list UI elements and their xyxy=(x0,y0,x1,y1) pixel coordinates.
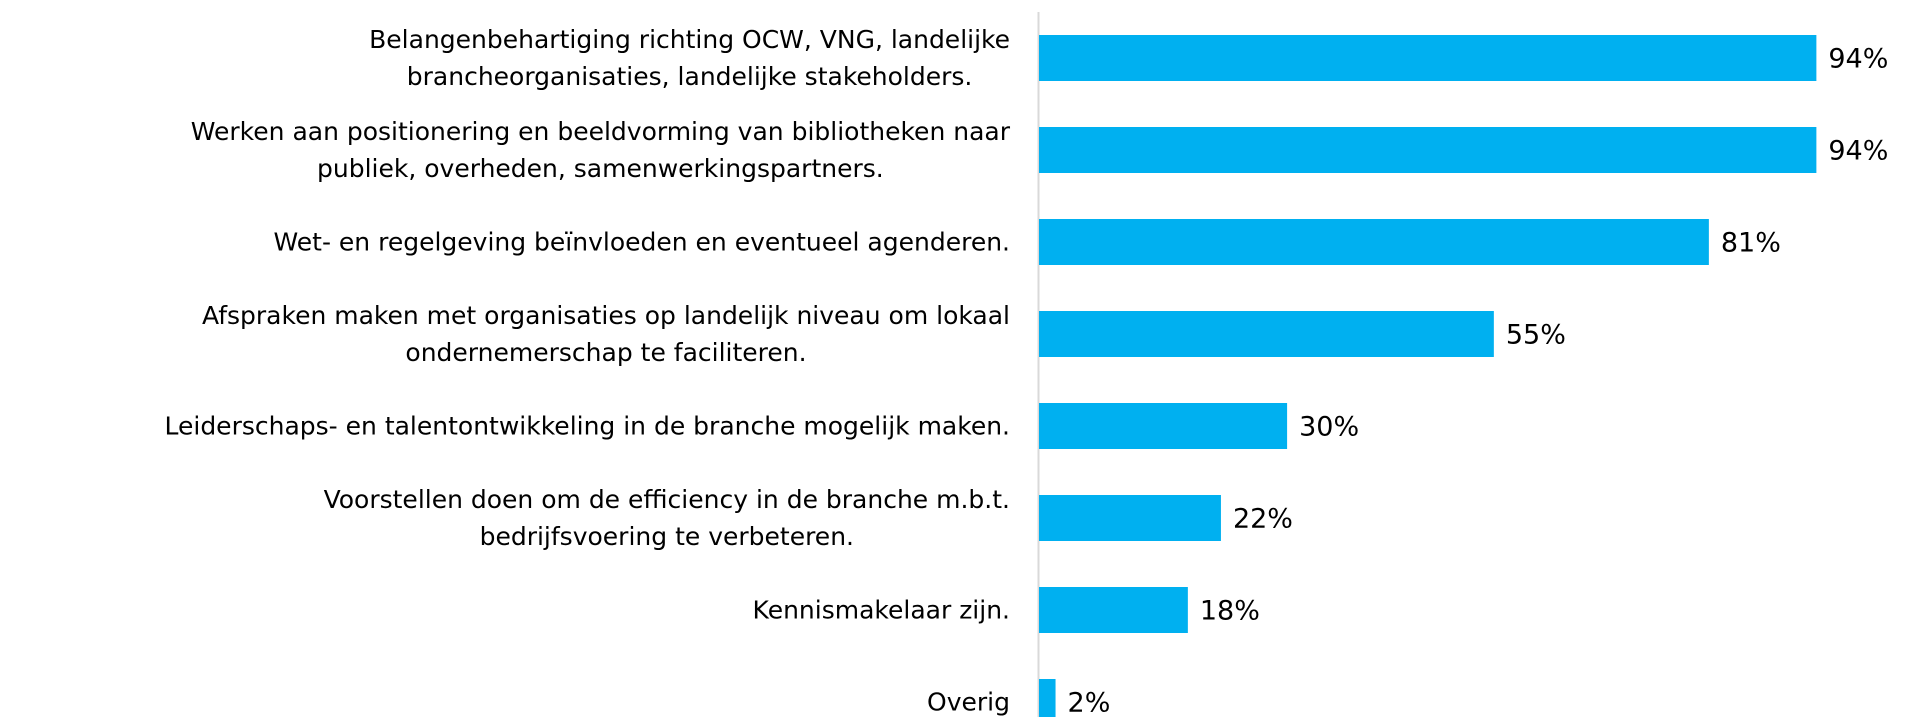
category-label: Belangenbehartiging richting OCW, VNG, l… xyxy=(369,25,1010,91)
value-label: 55% xyxy=(1506,320,1566,351)
bar xyxy=(1039,35,1817,81)
value-label: 81% xyxy=(1721,228,1781,259)
value-label: 30% xyxy=(1299,412,1359,443)
value-label: 22% xyxy=(1233,504,1293,535)
category-label: Werken aan positionering en beeldvorming… xyxy=(190,117,1010,183)
category-label: Afspraken maken met organisaties op land… xyxy=(201,301,1010,367)
bar xyxy=(1039,679,1056,717)
bar xyxy=(1039,219,1709,265)
category-label: Overig xyxy=(927,687,1010,717)
value-label: 18% xyxy=(1200,596,1260,627)
category-label: Kennismakelaar zijn. xyxy=(752,595,1010,625)
value-label: 2% xyxy=(1068,688,1111,718)
bar xyxy=(1039,587,1188,633)
category-label: Voorstellen doen om de efficiency in de … xyxy=(323,485,1010,551)
bar xyxy=(1039,127,1817,173)
bar xyxy=(1039,403,1288,449)
bar xyxy=(1039,495,1221,541)
value-label: 94% xyxy=(1828,136,1888,167)
value-label: 94% xyxy=(1828,44,1888,75)
category-label: Wet- en regelgeving beïnvloeden en event… xyxy=(273,227,1010,257)
category-label: Leiderschaps- en talentontwikkeling in d… xyxy=(164,411,1011,441)
bar xyxy=(1039,311,1494,357)
